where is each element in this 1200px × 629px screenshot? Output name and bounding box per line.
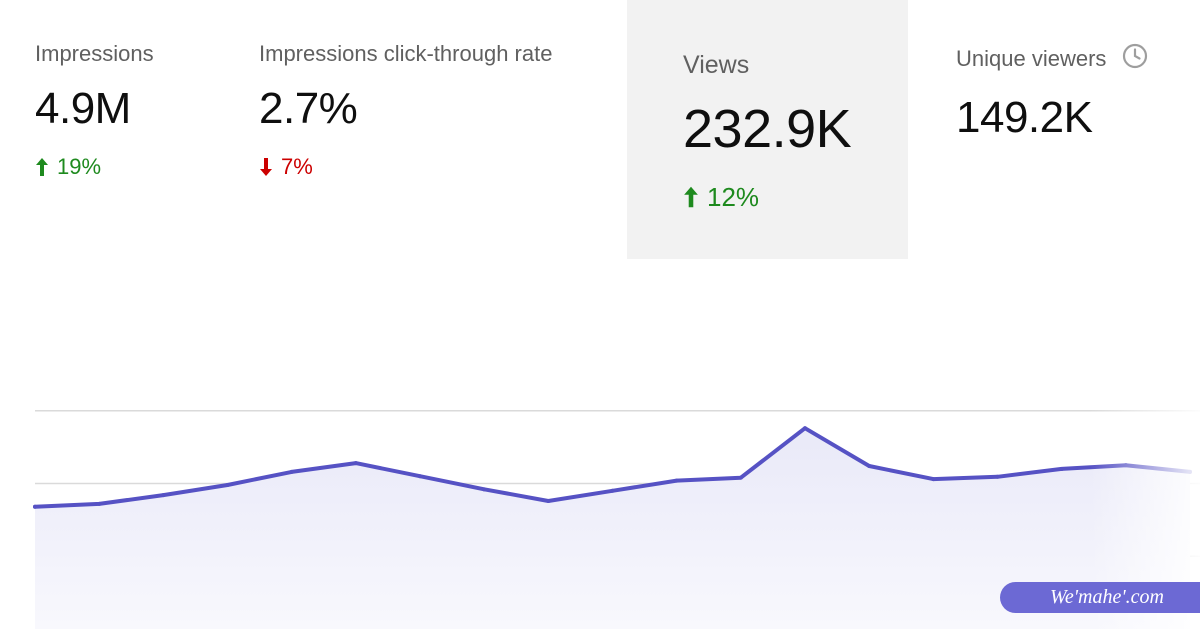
arrow-up-icon (35, 157, 49, 177)
metric-value: 232.9K (683, 99, 852, 159)
metric-change-value: 12% (707, 182, 760, 212)
metric-change: 12% (683, 184, 908, 210)
metric-change: 7% (259, 156, 552, 178)
chart-point (225, 482, 230, 487)
arrow-down-icon (259, 157, 273, 177)
views-chart[interactable] (0, 300, 1200, 629)
chart-point (995, 474, 1000, 479)
metric-label-row: Unique viewers (956, 43, 1148, 74)
metric-card-unique-viewers[interactable]: Unique viewers 149.2K (956, 43, 1148, 140)
metric-label: Impressions (35, 41, 154, 66)
chart-point (1059, 466, 1064, 471)
metric-label: Impressions click-through rate (259, 41, 553, 66)
chart-point (867, 464, 872, 469)
metric-label: Views (683, 51, 750, 79)
watermark: We'mahe'.com (1000, 582, 1200, 613)
metric-value: 149.2K (956, 93, 1093, 142)
metric-value: 4.9M (35, 84, 131, 133)
chart-point (931, 477, 936, 482)
chart-point (1123, 463, 1128, 468)
chart-point (482, 487, 487, 492)
chart-point (1188, 469, 1192, 474)
chart-point (738, 475, 743, 480)
metric-change-value: 19% (57, 154, 102, 179)
metric-change: 19% (35, 156, 154, 178)
arrow-up-icon (683, 185, 699, 209)
chart-point (803, 426, 807, 431)
metric-label: Unique viewers (956, 45, 1107, 71)
chart-point (674, 478, 679, 483)
metric-card-impressions[interactable]: Impressions 4.9M 19% (35, 43, 154, 178)
metric-value: 2.7% (259, 84, 358, 133)
metric-card-views[interactable]: Views 232.9K 12% (627, 0, 908, 259)
chart-point (33, 504, 37, 509)
chart-point (610, 488, 615, 493)
chart-area-fill (35, 428, 1190, 629)
chart-point (418, 474, 422, 479)
chart-point (161, 493, 166, 498)
clock-icon[interactable] (1122, 43, 1148, 74)
chart-point (289, 469, 294, 474)
chart-point (353, 461, 358, 466)
metric-card-ctr[interactable]: Impressions click-through rate 2.7% 7% (259, 43, 552, 178)
chart-point (546, 498, 551, 503)
chart-point (97, 501, 102, 506)
metric-change-value: 7% (281, 154, 313, 179)
